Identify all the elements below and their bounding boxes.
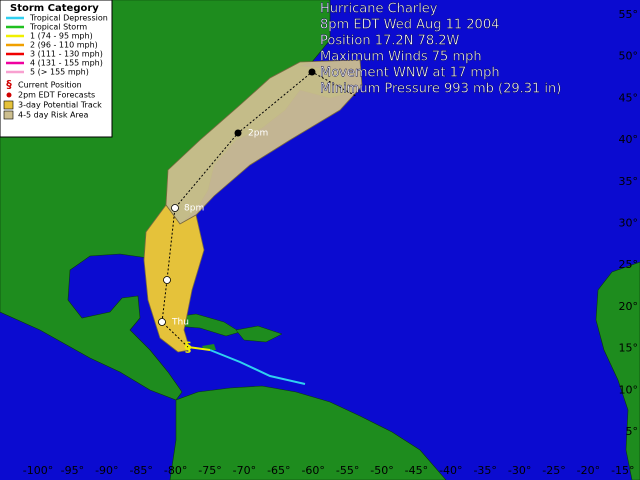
legend-symbol-label: 2pm EDT Forecasts (18, 91, 95, 100)
legend-label: 5 (> 155 mph) (30, 68, 89, 77)
latitude-label: 20° (619, 300, 639, 313)
latitude-label: 25° (619, 258, 639, 271)
forecast-point (163, 276, 171, 284)
longitude-label: -85° (129, 464, 152, 477)
latitude-label: 30° (619, 217, 639, 230)
legend-symbol (3, 110, 14, 120)
longitude-label: -20° (577, 464, 600, 477)
storm-info: Maximum Winds 75 mph (320, 50, 482, 65)
legend-symbol-label: 3-day Potential Track (18, 101, 102, 110)
latitude-label: 15° (619, 342, 639, 355)
longitude-label: -15° (611, 464, 634, 477)
legend-label: Tropical Depression (29, 14, 108, 23)
longitude-label: -100° (23, 464, 53, 477)
current-position-icon: § (185, 341, 192, 356)
latitude-label: 55° (619, 8, 639, 21)
storm-info: Position 17.2N 78.2W (320, 34, 459, 49)
hispaniola (235, 325, 283, 343)
legend-label: 1 (74 - 95 mph) (30, 32, 93, 41)
longitude-label: -45° (405, 464, 428, 477)
longitude-label: -75° (198, 464, 221, 477)
africa (595, 261, 640, 480)
longitude-label: -30° (508, 464, 531, 477)
legend-symbol (6, 92, 12, 98)
legend-title: Storm Category (10, 3, 99, 14)
track-label: Thu (171, 318, 189, 328)
forecast-point (158, 318, 166, 326)
legend-label: Tropical Storm (29, 23, 87, 32)
longitude-label: -80° (164, 464, 187, 477)
forecast-point (308, 68, 316, 76)
forecast-point (234, 129, 242, 137)
longitude-label: -70° (233, 464, 256, 477)
longitude-label: -60° (301, 464, 324, 477)
latitude-label: 10° (619, 383, 639, 396)
track-label: 8pm (184, 204, 204, 214)
legend-label: 4 (131 - 155 mph) (30, 59, 103, 68)
latitude-label: 40° (619, 133, 639, 146)
forecast-point (171, 204, 179, 212)
longitude-label: -95° (61, 464, 84, 477)
legend-symbol-label: 4-5 day Risk Area (18, 111, 89, 120)
legend-symbol: § (6, 78, 12, 91)
recent-track (187, 346, 211, 351)
legend-label: 3 (111 - 130 mph) (30, 50, 103, 59)
longitude-label: -25° (542, 464, 565, 477)
storm-info: 8pm EDT Wed Aug 11 2004 (320, 18, 499, 33)
storm-info: Movement WNW at 17 mph (320, 66, 500, 81)
potential-track-3-day (143, 204, 205, 353)
latitude-label: 5° (626, 425, 639, 438)
legend-box (0, 0, 113, 138)
track-label: 2pm (248, 129, 268, 139)
legend-label: 2 (96 - 110 mph) (30, 41, 98, 50)
legend-symbol (3, 100, 14, 110)
storm-info: Minimum Pressure 993 mb (29.31 in) (320, 82, 561, 97)
storm-info: Hurricane Charley (320, 2, 438, 17)
latitude-label: 45° (619, 91, 639, 104)
south-america (169, 385, 447, 480)
latitude-label: 35° (619, 175, 639, 188)
longitude-label: -55° (336, 464, 359, 477)
longitude-label: -35° (473, 464, 496, 477)
longitude-label: -50° (370, 464, 393, 477)
longitude-label: -90° (95, 464, 118, 477)
latitude-label: 50° (619, 50, 639, 63)
past-track (209, 349, 306, 385)
longitude-label: -40° (439, 464, 462, 477)
longitude-label: -65° (267, 464, 290, 477)
legend-symbol-label: Current Position (18, 81, 82, 90)
